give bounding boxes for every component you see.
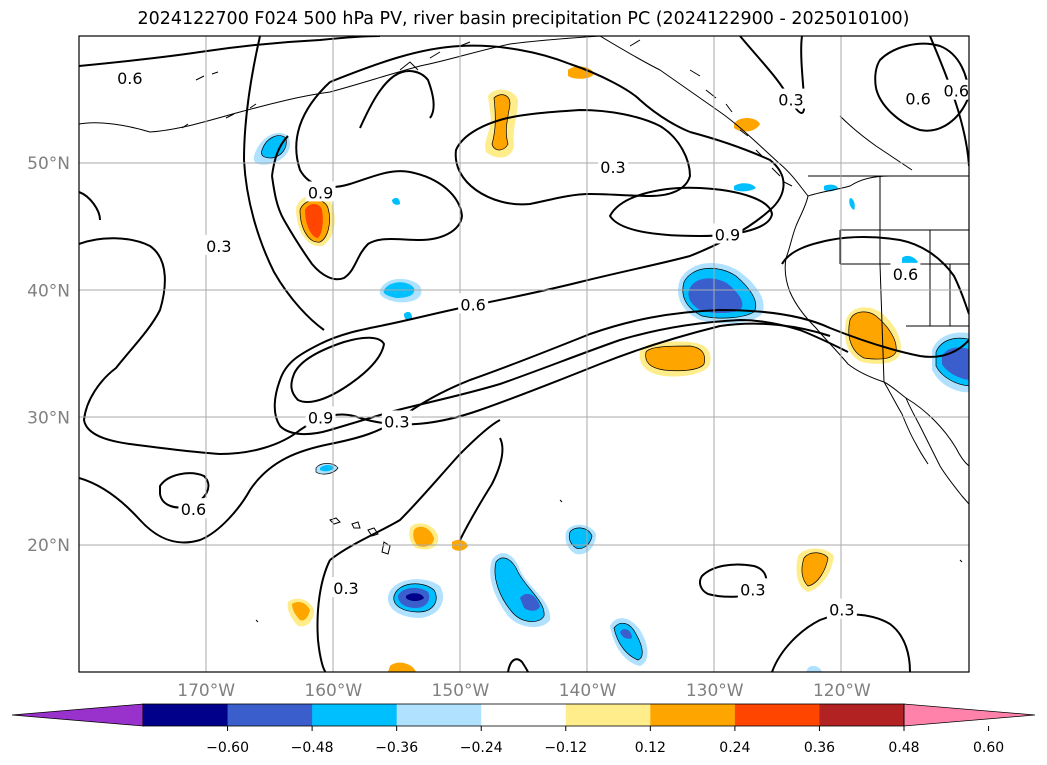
latitude-label: 40°N (27, 281, 70, 301)
contour-label-background (203, 234, 234, 255)
contour-label-background (776, 88, 806, 109)
latitude-label: 30°N (27, 409, 70, 429)
contour-label: 0.9 (308, 183, 333, 202)
contour-label-background (598, 156, 628, 177)
latitude-label: 50°N (27, 154, 70, 174)
contour-label-background (305, 181, 336, 202)
contour-labels: 0.6 0.3 0.9 0.3 0.3 0.6 0.6 0.9 0.6 0.6 0.9 0.3 0.6 0… (114, 66, 969, 620)
contour-label: 0.3 (333, 579, 358, 598)
graticule (79, 36, 969, 672)
north-america-west-coast (784, 195, 969, 505)
map-frame-background (79, 36, 969, 672)
contour-label: 0.9 (715, 225, 740, 244)
baja-california (883, 381, 929, 465)
pv-contour-0.9-west-inner (290, 336, 386, 403)
colorbar-bin (565, 704, 651, 726)
contour-label-background (941, 79, 969, 100)
gulf-of-california (905, 397, 969, 467)
contour-label-background (178, 498, 209, 519)
pv-contour-0.3-main (79, 237, 831, 456)
pv-contour-0.6-us (781, 236, 969, 315)
contour-label-background (305, 406, 336, 427)
contour-label: 0.6 (181, 500, 206, 519)
precip-anomaly-negative (253, 132, 969, 672)
contour-label: 0.3 (778, 91, 803, 110)
colorbar-bin (396, 704, 482, 726)
precipitation-pc-shading (253, 66, 969, 672)
contour-label: 0.6 (944, 82, 969, 101)
pv-contour-0.3-south (316, 419, 501, 672)
contour-label-background (890, 262, 921, 283)
pv-contour-0.3-se3 (507, 658, 529, 672)
contour-label-background (826, 598, 857, 619)
colorbar-bin (481, 704, 567, 726)
contour-label: 0.3 (206, 237, 231, 256)
colorbar-tick-label: 0.36 (804, 740, 835, 756)
contour-label-background (903, 87, 934, 108)
colorbar-tick-label: 0.48 (888, 740, 919, 756)
longitude-label: 130°W (686, 681, 744, 701)
longitude-label: 140°W (559, 681, 617, 701)
colorbar-bin (227, 704, 313, 726)
colorbar: −0.60 −0.48 −0.36 −0.24 −0.12 0.12 0.24 0.36 0.4… (11, 703, 1036, 756)
colorbar-bin (819, 704, 905, 726)
pv-contour-0.6-sw (159, 472, 210, 509)
colorbar-bin (312, 704, 398, 726)
contour-label-background (458, 293, 489, 314)
colorbar-tick-label: −0.36 (375, 740, 418, 756)
colorbar-tick-label: −0.12 (544, 740, 587, 756)
colorbar-tick-label: 0.60 (973, 740, 1004, 756)
pv-contour-0.3-south-b (459, 437, 504, 541)
alaska-islands (181, 39, 793, 187)
map-title: 2024122700 F024 500 hPa PV, river basin … (137, 9, 910, 29)
contour-label: 0.6 (893, 265, 918, 284)
colorbar-extend-max (903, 703, 1036, 727)
colorbar-bin (143, 704, 229, 726)
contour-label-background (381, 410, 412, 431)
pv-contour-0.3-bc (739, 36, 806, 114)
map-border (78, 35, 970, 673)
contour-label: 0.9 (308, 409, 333, 428)
longitude-label: 150°W (432, 681, 490, 701)
longitude-label: 120°W (813, 681, 871, 701)
contour-label: 0.3 (740, 580, 765, 599)
contour-label: 0.3 (384, 412, 409, 431)
colorbar-tick-label: −0.60 (206, 740, 249, 756)
contour-label: 0.3 (600, 158, 625, 177)
contour-label: 0.6 (117, 69, 142, 88)
pv-contour-0.9-inner-east (608, 186, 774, 238)
latitude-label: 20°N (27, 536, 70, 556)
colorbar-bin (734, 704, 820, 726)
pv-contour-0.3-gulf (454, 108, 692, 206)
contour-label: 0.6 (460, 295, 485, 314)
colorbar-tick-label: −0.24 (460, 740, 503, 756)
longitude-label: 160°W (304, 681, 362, 701)
colorbar-tick-label: 0.24 (719, 740, 750, 756)
latitude-labels: 50°N 40°N 30°N 20°N (27, 154, 70, 556)
precip-anomaly-positive (287, 66, 901, 672)
contour-label-background (737, 578, 768, 599)
pv-contour-0.3-alaska (359, 70, 435, 129)
colorbar-extend-min (11, 703, 144, 727)
hawaiian-islands (329, 517, 391, 555)
pv-contour-0.3-west (242, 36, 325, 331)
contour-label-background (331, 577, 361, 598)
longitude-labels: 170°W 160°W 150°W 140°W 130°W 120°W (177, 681, 871, 701)
colorbar-outline (142, 703, 905, 727)
pv-contour-0.6-e (929, 36, 969, 167)
contour-label-background (712, 223, 743, 244)
shading-outlines (261, 94, 969, 661)
alaska-coast (79, 36, 809, 197)
colorbar-bin (650, 704, 736, 726)
contour-label: 0.6 (905, 89, 930, 108)
colorbar-tick-label: −0.48 (291, 740, 334, 756)
longitude-label: 170°W (177, 681, 235, 701)
contour-label-background (114, 66, 145, 87)
colorbar-tick-label: 0.12 (635, 740, 666, 756)
pv-contour-0.6-north (79, 36, 381, 67)
contour-label: 0.3 (829, 601, 854, 620)
